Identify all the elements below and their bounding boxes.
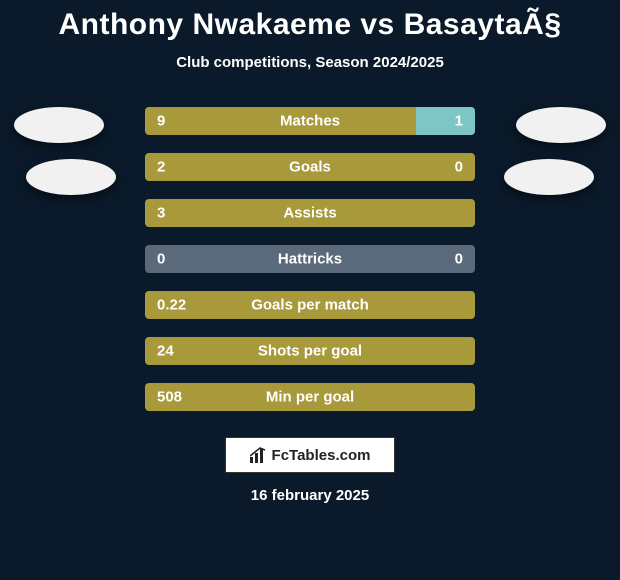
- player2-value: 0: [455, 159, 463, 176]
- stat-bar: Goals per match 0.22: [145, 291, 475, 319]
- stat-label: Goals: [289, 159, 331, 176]
- stat-row: Assists 3: [145, 199, 475, 227]
- stat-label: Matches: [280, 113, 340, 130]
- stats-chart: Matches91Goals20Assists3Hattricks00Goals…: [0, 107, 620, 411]
- comparison-infographic: Anthony Nwakaeme vs BasaytaÃ§ Club compe…: [0, 0, 620, 580]
- stat-row: Shots per goal 24: [145, 337, 475, 365]
- date-label: 16 february 2025: [251, 487, 369, 504]
- player2-value: 0: [455, 251, 463, 268]
- page-title: Anthony Nwakaeme vs BasaytaÃ§: [58, 8, 561, 42]
- player2-bar-segment: [416, 107, 475, 135]
- stat-bar: Goals 2 0: [145, 153, 475, 181]
- player1-value: 3: [157, 205, 165, 222]
- logo-text: FcTables.com: [272, 447, 371, 464]
- stat-label: Hattricks: [278, 251, 342, 268]
- player1-value: 9: [157, 113, 165, 130]
- stat-row: Goals 2 0: [145, 153, 475, 181]
- page-subtitle: Club competitions, Season 2024/2025: [176, 54, 444, 71]
- stat-bar: Matches 9 1: [145, 107, 475, 135]
- player1-avatar-icon: [14, 107, 104, 143]
- player1-value: 508: [157, 389, 182, 406]
- stat-label: Assists: [283, 205, 336, 222]
- stat-bar: Assists 3: [145, 199, 475, 227]
- stat-bar: Hattricks 0 0: [145, 245, 475, 273]
- stat-bar: Shots per goal 24: [145, 337, 475, 365]
- stat-row: Hattricks 0 0: [145, 245, 475, 273]
- player2-team-icon: [504, 159, 594, 195]
- player2-value: 1: [455, 113, 463, 130]
- chart-icon: [250, 447, 268, 463]
- stat-label: Min per goal: [266, 389, 354, 406]
- stat-bar: Min per goal 508: [145, 383, 475, 411]
- player1-value: 0.22: [157, 297, 186, 314]
- player2-avatar-icon: [516, 107, 606, 143]
- player1-team-icon: [26, 159, 116, 195]
- stat-label: Shots per goal: [258, 343, 362, 360]
- fctables-logo: FcTables.com: [225, 437, 395, 473]
- stat-row: Min per goal 508: [145, 383, 475, 411]
- player1-value: 24: [157, 343, 174, 360]
- stat-row: Matches 9 1: [145, 107, 475, 135]
- player1-value: 0: [157, 251, 165, 268]
- stat-label: Goals per match: [251, 297, 369, 314]
- stat-row: Goals per match 0.22: [145, 291, 475, 319]
- player1-value: 2: [157, 159, 165, 176]
